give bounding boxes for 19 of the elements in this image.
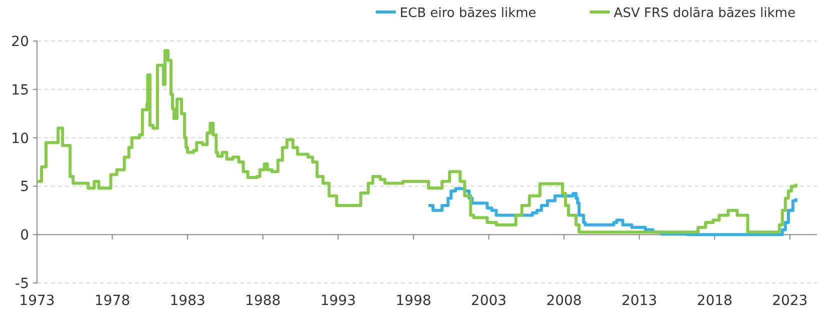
x-tick-label: 2013 xyxy=(621,293,658,309)
legend-label: ECB eiro bāzes likme xyxy=(400,6,536,21)
x-tick-label: 1993 xyxy=(320,293,356,309)
legend-label: ASV FRS dolāra bāzes likme xyxy=(614,6,796,21)
x-tick-label: 2003 xyxy=(470,293,507,309)
y-tick-label: 15 xyxy=(11,82,29,98)
x-tick-label: 1988 xyxy=(245,293,281,309)
x-tick-label: 1998 xyxy=(396,293,432,309)
x-tick-label: 2023 xyxy=(772,293,808,309)
x-tick-label: 2008 xyxy=(546,293,582,309)
x-tick-label: 1973 xyxy=(19,293,55,309)
x-tick-label: 1978 xyxy=(94,293,130,309)
x-tick-label: 1983 xyxy=(170,293,206,309)
y-tick-label: -5 xyxy=(15,276,29,292)
y-tick-label: 5 xyxy=(20,179,29,196)
y-tick-label: 20 xyxy=(11,34,29,50)
y-tick-label: 10 xyxy=(11,130,29,147)
y-tick-label: 0 xyxy=(20,228,29,244)
x-tick-label: 2018 xyxy=(696,293,732,309)
